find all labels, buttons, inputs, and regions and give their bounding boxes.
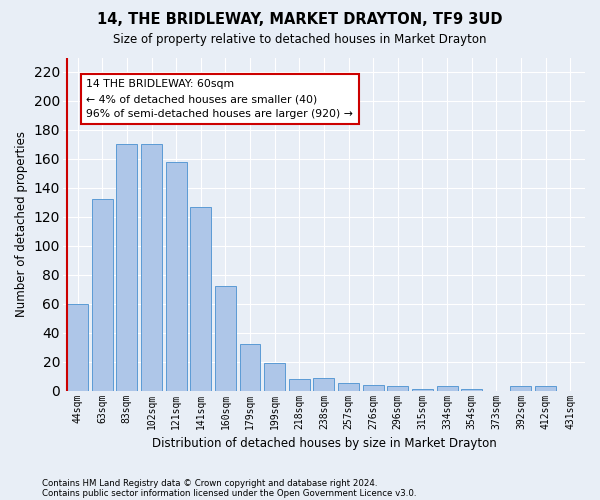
Bar bbox=[141, 144, 162, 390]
Bar bbox=[92, 200, 113, 390]
X-axis label: Distribution of detached houses by size in Market Drayton: Distribution of detached houses by size … bbox=[152, 437, 496, 450]
Text: 14, THE BRIDLEWAY, MARKET DRAYTON, TF9 3UD: 14, THE BRIDLEWAY, MARKET DRAYTON, TF9 3… bbox=[97, 12, 503, 28]
Bar bbox=[388, 386, 408, 390]
Bar bbox=[215, 286, 236, 391]
Bar bbox=[412, 389, 433, 390]
Bar bbox=[535, 386, 556, 390]
Bar bbox=[338, 384, 359, 390]
Bar bbox=[511, 386, 532, 390]
Text: Contains HM Land Registry data © Crown copyright and database right 2024.: Contains HM Land Registry data © Crown c… bbox=[42, 478, 377, 488]
Bar bbox=[313, 378, 334, 390]
Bar bbox=[190, 206, 211, 390]
Text: Size of property relative to detached houses in Market Drayton: Size of property relative to detached ho… bbox=[113, 32, 487, 46]
Text: 14 THE BRIDLEWAY: 60sqm
← 4% of detached houses are smaller (40)
96% of semi-det: 14 THE BRIDLEWAY: 60sqm ← 4% of detached… bbox=[86, 79, 353, 119]
Bar bbox=[239, 344, 260, 391]
Bar bbox=[116, 144, 137, 390]
Bar bbox=[264, 363, 285, 390]
Y-axis label: Number of detached properties: Number of detached properties bbox=[15, 131, 28, 317]
Bar bbox=[461, 389, 482, 390]
Text: Contains public sector information licensed under the Open Government Licence v3: Contains public sector information licen… bbox=[42, 488, 416, 498]
Bar bbox=[289, 379, 310, 390]
Bar bbox=[437, 386, 458, 390]
Bar bbox=[67, 304, 88, 390]
Bar bbox=[363, 385, 383, 390]
Bar bbox=[166, 162, 187, 390]
